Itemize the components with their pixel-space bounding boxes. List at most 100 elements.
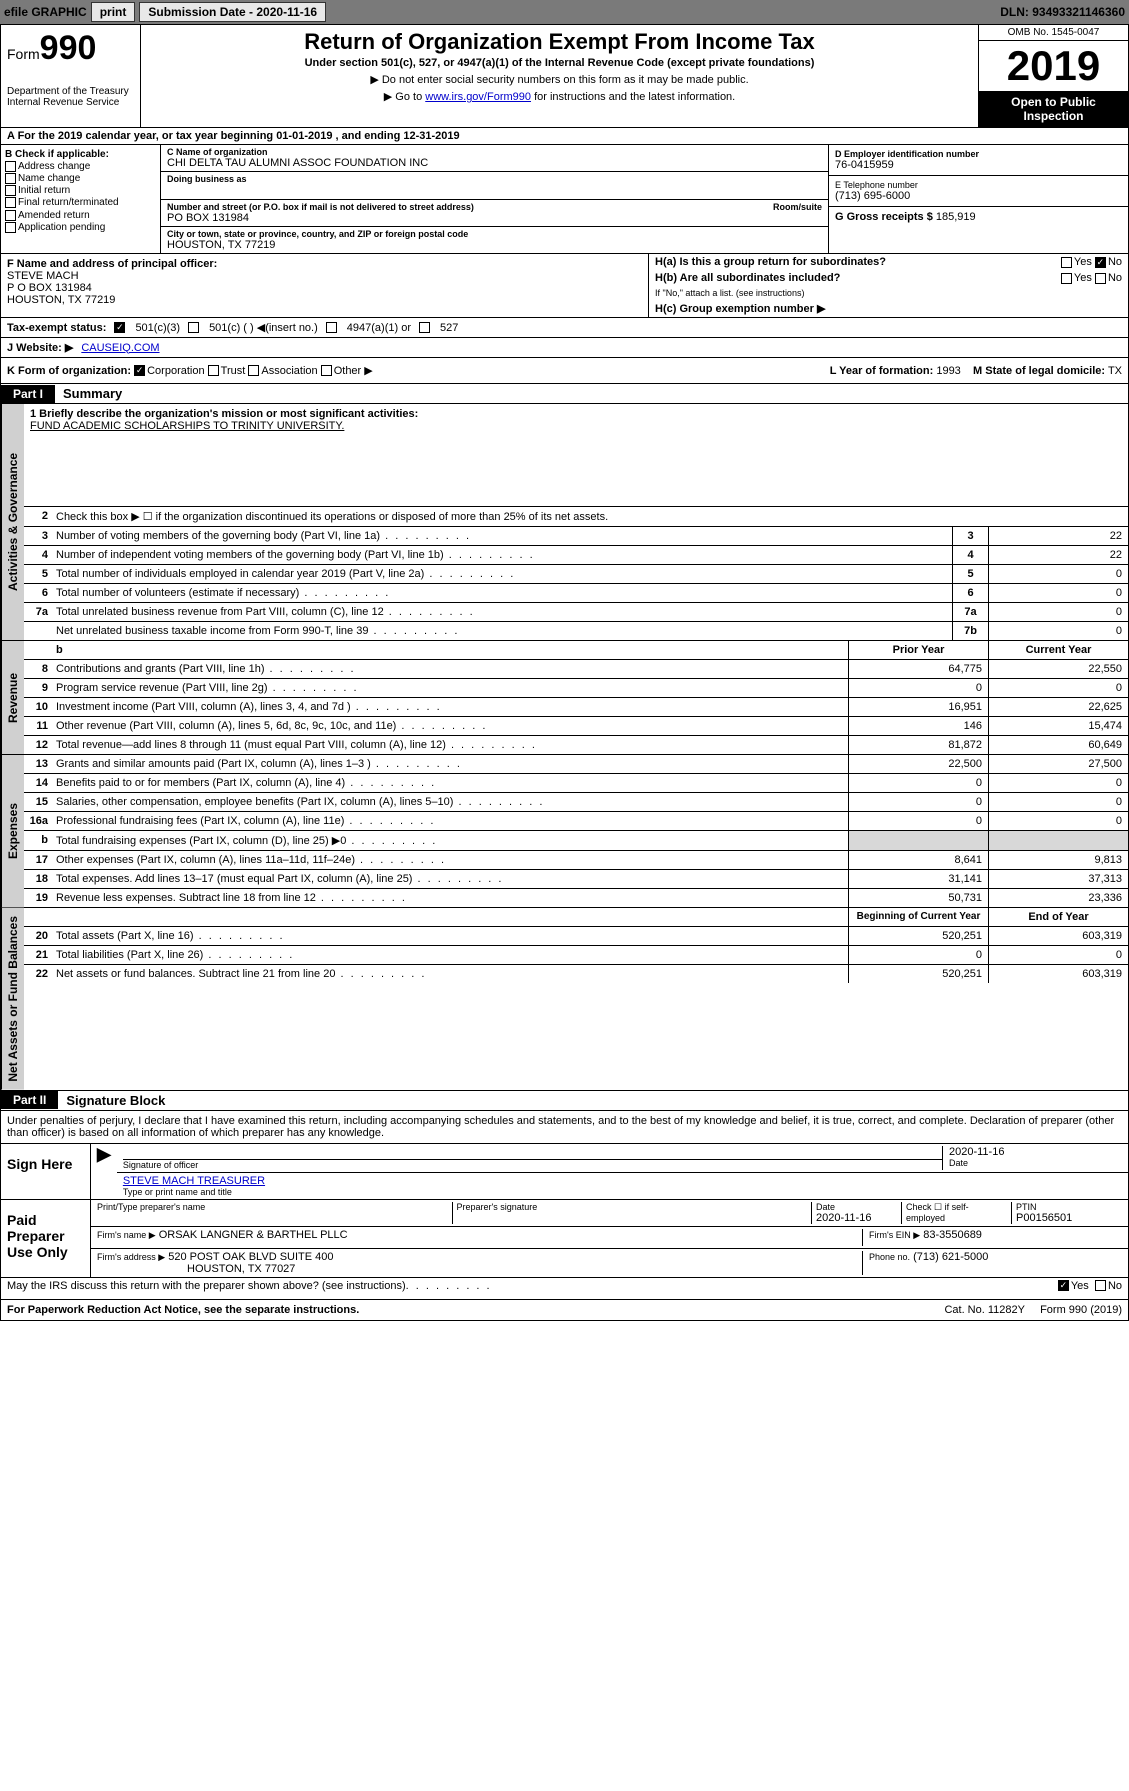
table-row: 7aTotal unrelated business revenue from …	[24, 603, 1128, 622]
table-row: bTotal fundraising expenses (Part IX, co…	[24, 831, 1128, 851]
sig-officer-label: Signature of officer	[123, 1160, 942, 1170]
table-row: 13Grants and similar amounts paid (Part …	[24, 755, 1128, 774]
firm-phone: (713) 621-5000	[913, 1251, 988, 1263]
firm-address: 520 POST OAK BLVD SUITE 400	[168, 1251, 333, 1263]
dln-label: DLN: 93493321146360	[1000, 5, 1125, 19]
table-row: 6Total number of volunteers (estimate if…	[24, 584, 1128, 603]
mission-label: 1 Briefly describe the organization's mi…	[30, 408, 1122, 420]
table-row: 11Other revenue (Part VIII, column (A), …	[24, 717, 1128, 736]
chk-initial-return[interactable]: Initial return	[5, 185, 156, 196]
signature-section: Under penalties of perjury, I declare th…	[0, 1111, 1129, 1300]
print-button[interactable]: print	[91, 2, 136, 22]
table-row: 17Other expenses (Part IX, column (A), l…	[24, 851, 1128, 870]
table-row: 12Total revenue—add lines 8 through 11 (…	[24, 736, 1128, 754]
governance-tab: Activities & Governance	[1, 404, 24, 640]
chk-application-pending[interactable]: Application pending	[5, 222, 156, 233]
firm-name: ORSAK LANGNER & BARTHEL PLLC	[159, 1229, 348, 1241]
ein-value: 76-0415959	[835, 159, 1122, 171]
table-row: 14Benefits paid to or for members (Part …	[24, 774, 1128, 793]
top-toolbar: efile GRAPHIC print Submission Date - 20…	[0, 0, 1129, 24]
type-name-label: Type or print name and title	[123, 1187, 1122, 1197]
tel-value: (713) 695-6000	[835, 190, 1122, 202]
table-row: 15Salaries, other compensation, employee…	[24, 793, 1128, 812]
table-row: 8Contributions and grants (Part VIII, li…	[24, 660, 1128, 679]
prep-date: 2020-11-16	[816, 1212, 897, 1224]
efile-label: efile GRAPHIC	[4, 5, 87, 19]
section-b-to-g: B Check if applicable: Address change Na…	[0, 145, 1129, 254]
paid-preparer-label: Paid Preparer Use Only	[1, 1200, 91, 1277]
row-a-tax-year: A For the 2019 calendar year, or tax yea…	[0, 128, 1129, 145]
submission-date-button[interactable]: Submission Date - 2020-11-16	[139, 2, 326, 22]
chk-527[interactable]	[419, 322, 430, 333]
sign-here-label: Sign Here	[1, 1144, 91, 1199]
addr-label: Number and street (or P.O. box if mail i…	[167, 202, 474, 212]
line-j-website: J Website: ▶ CAUSEIQ.COM	[0, 338, 1129, 358]
chk-4947[interactable]	[326, 322, 337, 333]
chk-501c[interactable]	[188, 322, 199, 333]
form-header: Form990 Department of the Treasury Inter…	[0, 24, 1129, 128]
chk-corporation[interactable]	[134, 365, 145, 376]
part2-header: Part II Signature Block	[0, 1091, 1129, 1111]
arrow-icon: ▶	[91, 1144, 117, 1199]
ptin-value: P00156501	[1016, 1212, 1118, 1224]
table-row: 21Total liabilities (Part X, line 26)00	[24, 946, 1128, 965]
chk-501c3[interactable]	[114, 322, 125, 333]
pra-notice: For Paperwork Reduction Act Notice, see …	[7, 1304, 359, 1316]
gross-label: G Gross receipts $	[835, 211, 933, 223]
goto-note: ▶ Go to www.irs.gov/Form990 for instruct…	[147, 90, 972, 103]
table-row: 4Number of independent voting members of…	[24, 546, 1128, 565]
street-address: PO BOX 131984	[167, 212, 249, 224]
col-b-label: B Check if applicable:	[5, 149, 156, 160]
table-row: 3Number of voting members of the governi…	[24, 527, 1128, 546]
ha-row: H(a) Is this a group return for subordin…	[649, 254, 1128, 270]
room-label: Room/suite	[773, 202, 822, 212]
chk-final-return[interactable]: Final return/terminated	[5, 197, 156, 208]
ssn-note: ▶ Do not enter social security numbers o…	[147, 73, 972, 86]
chk-trust[interactable]	[208, 365, 219, 376]
begin-year-hdr: Beginning of Current Year	[848, 908, 988, 926]
revenue-tab: Revenue	[1, 641, 24, 754]
table-row: Net unrelated business taxable income fr…	[24, 622, 1128, 640]
line-i-tax-status: Tax-exempt status: 501(c)(3) 501(c) ( ) …	[0, 318, 1129, 338]
chk-amended-return[interactable]: Amended return	[5, 210, 156, 221]
officer-name-title[interactable]: STEVE MACH TREASURER	[123, 1175, 1122, 1187]
city-label: City or town, state or province, country…	[167, 229, 468, 239]
table-row: 16aProfessional fundraising fees (Part I…	[24, 812, 1128, 831]
prep-sig-label: Preparer's signature	[453, 1202, 813, 1224]
table-row: 18Total expenses. Add lines 13–17 (must …	[24, 870, 1128, 889]
table-row: 10Investment income (Part VIII, column (…	[24, 698, 1128, 717]
firm-city: HOUSTON, TX 77027	[97, 1263, 862, 1275]
revenue-section: Revenue b Prior Year Current Year 8Contr…	[0, 641, 1129, 755]
dba-label: Doing business as	[167, 174, 247, 197]
hc-row: H(c) Group exemption number ▶	[649, 300, 1128, 317]
form-subtitle: Under section 501(c), 527, or 4947(a)(1)…	[147, 57, 972, 69]
officer-addr1: P O BOX 131984	[7, 282, 642, 294]
page-footer: For Paperwork Reduction Act Notice, see …	[0, 1300, 1129, 1321]
irs-link[interactable]: www.irs.gov/Form990	[425, 91, 531, 103]
cat-no: Cat. No. 11282Y	[944, 1304, 1024, 1316]
open-inspection: Open to Public Inspection	[979, 91, 1128, 127]
officer-addr2: HOUSTON, TX 77219	[7, 294, 642, 306]
discuss-question: May the IRS discuss this return with the…	[7, 1280, 406, 1297]
discuss-yes[interactable]	[1058, 1280, 1069, 1291]
chk-name-change[interactable]: Name change	[5, 173, 156, 184]
form-number: Form990	[7, 29, 134, 68]
part1-header: Part I Summary	[0, 384, 1129, 404]
officer-label: F Name and address of principal officer:	[7, 258, 642, 270]
table-row: 22Net assets or fund balances. Subtract …	[24, 965, 1128, 983]
net-assets-tab: Net Assets or Fund Balances	[1, 908, 24, 1090]
end-year-hdr: End of Year	[988, 908, 1128, 926]
discuss-no[interactable]	[1095, 1280, 1106, 1291]
table-row: 20Total assets (Part X, line 16)520,2516…	[24, 927, 1128, 946]
officer-name: STEVE MACH	[7, 270, 642, 282]
governance-section: Activities & Governance 1 Briefly descri…	[0, 404, 1129, 641]
website-link[interactable]: CAUSEIQ.COM	[81, 342, 159, 354]
expenses-tab: Expenses	[1, 755, 24, 907]
perjury-text: Under penalties of perjury, I declare th…	[1, 1111, 1128, 1143]
tel-label: E Telephone number	[835, 180, 1122, 190]
chk-association[interactable]	[248, 365, 259, 376]
self-employed-check[interactable]: Check ☐ if self-employed	[902, 1202, 1012, 1224]
ein-label: D Employer identification number	[835, 149, 1122, 159]
chk-other[interactable]	[321, 365, 332, 376]
chk-address-change[interactable]: Address change	[5, 161, 156, 172]
